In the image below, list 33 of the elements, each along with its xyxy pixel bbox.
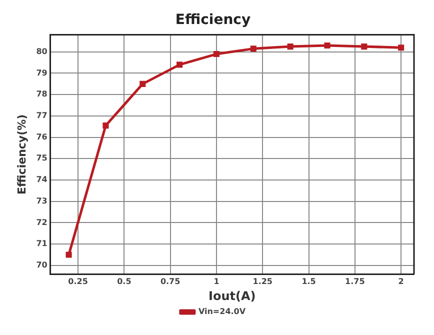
y-tick-label: 79 xyxy=(36,68,48,78)
x-tick-label: 1.25 xyxy=(252,276,273,286)
point xyxy=(398,44,404,51)
y-tick-label: 72 xyxy=(36,218,48,227)
x-tick-label: 1.5 xyxy=(302,276,316,286)
point xyxy=(287,44,294,50)
x-tick-label: 1.75 xyxy=(345,276,366,286)
y-tick-label: 80 xyxy=(36,46,48,56)
chart-title: Efficiency xyxy=(175,12,251,28)
point xyxy=(213,51,220,58)
x-tick-label: 2 xyxy=(398,276,404,286)
x-tick-label: 0.25 xyxy=(68,276,88,286)
x-tick-label: 0.75 xyxy=(160,276,181,286)
y-tick-label: 71 xyxy=(36,239,48,248)
point xyxy=(176,62,183,68)
point xyxy=(250,46,256,52)
y-tick-label: 70 xyxy=(36,260,48,270)
y-tick-label: 73 xyxy=(36,196,48,206)
y-tick-label: 75 xyxy=(36,154,48,163)
x-tick-label: 1 xyxy=(214,276,220,286)
legend-label: Vin=24.0V xyxy=(198,307,246,316)
y-tick-label: 76 xyxy=(36,132,48,142)
point xyxy=(102,122,109,129)
y-tick-label: 74 xyxy=(36,175,48,184)
y-tick-label: 77 xyxy=(36,111,48,120)
x-tick-label: 0.5 xyxy=(117,276,132,286)
point xyxy=(324,42,330,48)
point xyxy=(361,44,368,50)
point xyxy=(140,80,146,87)
x-axis-title: Iout(A) xyxy=(208,288,256,303)
point xyxy=(66,252,72,258)
y-axis-title: Efficiency(%) xyxy=(15,114,28,194)
y-tick-label: 78 xyxy=(36,90,48,99)
